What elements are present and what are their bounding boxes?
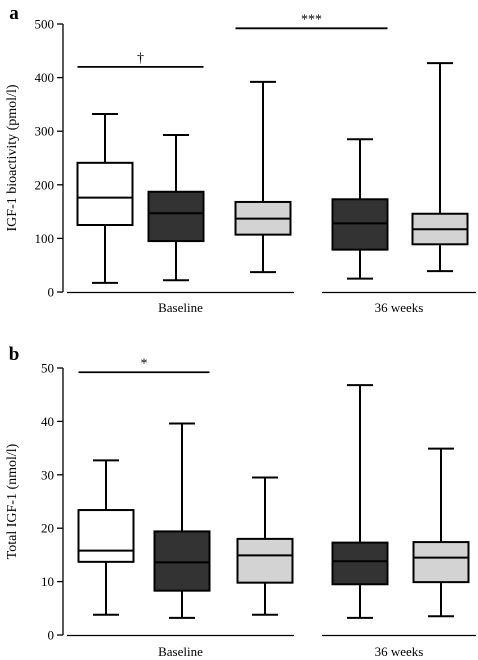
panel-b-y-tick-label: 10	[41, 574, 54, 589]
panel-a-box	[331, 198, 389, 251]
panel-a-y-tick-label: 400	[35, 70, 55, 85]
panel-b-group-label: Baseline	[158, 644, 203, 659]
panel-a-box	[76, 161, 134, 227]
panel-a-y-tick-label: 100	[35, 231, 55, 246]
panel-a-y-axis-title: IGF-1 bioactivity (pmol/l)	[5, 84, 20, 231]
panel-b-y-tick-label: 30	[41, 467, 54, 482]
panel-a-significance-label: †	[137, 51, 144, 66]
panel-a-y-tick-label: 200	[35, 177, 55, 192]
panel-b-box	[236, 537, 294, 584]
panel-b-y-axis-title: Total IGF-1 (nmol/l)	[5, 443, 20, 559]
panel-b-y-tick-label: 50	[41, 361, 54, 376]
panel-a-significance-label: ***	[301, 12, 322, 27]
panel-b-group-label: 36 weeks	[375, 644, 424, 659]
panel-a-group-label: 36 weeks	[375, 300, 424, 315]
panel-b-significance-label: *	[141, 356, 148, 371]
panel-b-box	[331, 541, 389, 586]
panel-b-y-tick-label: 0	[48, 628, 55, 643]
panel-a-label: a	[9, 3, 19, 24]
panel-a-box	[147, 190, 205, 243]
panel-b-y-tick-label: 20	[41, 521, 54, 536]
panel-a-y-tick-label: 500	[35, 17, 55, 32]
panel-b-box	[77, 509, 135, 563]
panel-b-box	[412, 541, 470, 584]
panel-a-y-tick-label: 0	[48, 285, 55, 300]
panel-b-y-tick-label: 40	[41, 414, 54, 429]
panel-a-group-label: Baseline	[158, 300, 203, 315]
panel-b-box	[153, 530, 211, 592]
panel-b-label: b	[9, 344, 20, 365]
panel-a-y-tick-label: 300	[35, 124, 55, 139]
